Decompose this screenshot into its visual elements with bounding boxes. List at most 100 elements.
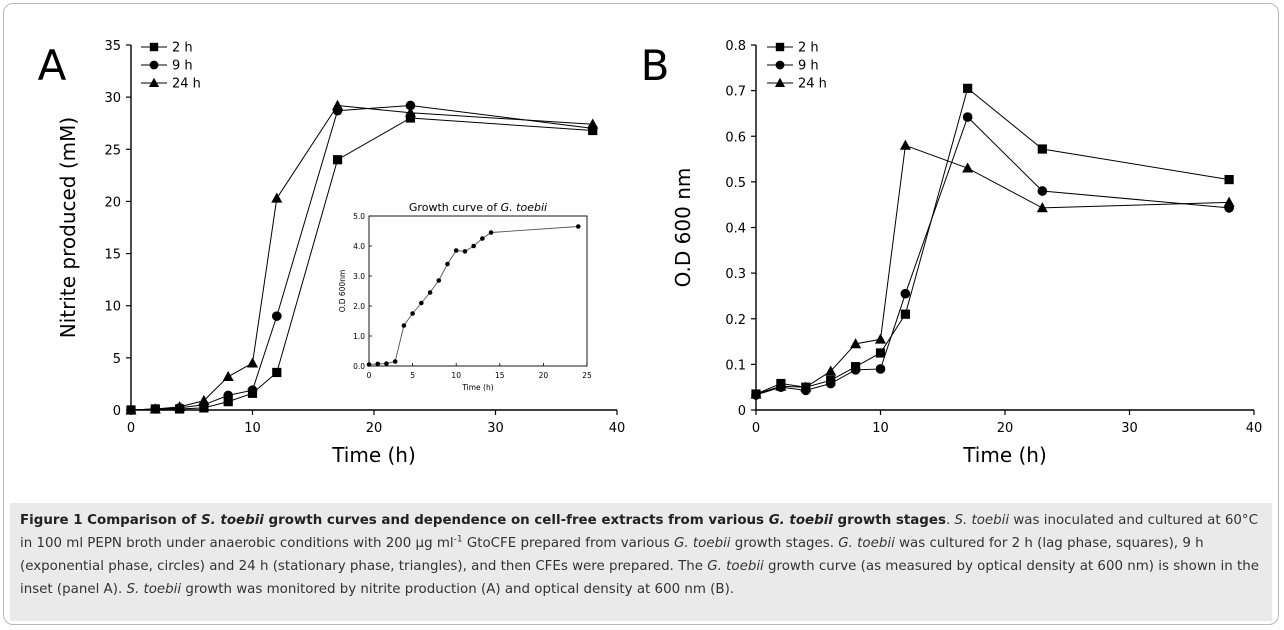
- legend-label: 2 h: [172, 41, 193, 56]
- y-tick-label: 0: [113, 404, 121, 419]
- inset-data-point: [410, 311, 415, 316]
- inset-title: Growth curve of G. toebii: [409, 201, 547, 214]
- legend-label: 24 h: [798, 77, 827, 92]
- inset-data-point: [366, 362, 372, 367]
- figure-charts: A 0 10 20 30 40 0 5 10 15 20 25 30 35 Time (h) Nitrite …: [38, 39, 1263, 467]
- data-point-triangle: [1036, 202, 1048, 213]
- data-point-circle: [405, 100, 416, 111]
- inset-y-tick-label: 3.0: [353, 272, 365, 281]
- y-tick-label: 20: [104, 195, 121, 210]
- legend-marker-square: [775, 42, 785, 52]
- caption-segment: growth stages.: [730, 536, 839, 551]
- data-point-circle: [962, 112, 973, 122]
- legend-marker-triangle: [148, 77, 160, 87]
- data-point-triangle: [222, 370, 234, 381]
- data-point-circle: [900, 288, 911, 299]
- panel-label: B: [641, 41, 670, 90]
- data-point-triangle: [587, 118, 599, 129]
- y-tick-label: 15: [104, 248, 121, 263]
- inset-data-point: [401, 323, 407, 328]
- caption-segment: growth curves and dependence on cell-fre…: [263, 513, 769, 528]
- y-tick-label: 0.1: [725, 358, 746, 373]
- y-tick-label: 10: [104, 300, 121, 315]
- x-tick-label: 10: [872, 421, 889, 436]
- data-point-triangle: [404, 107, 416, 118]
- data-point-square: [963, 83, 973, 93]
- inset-chart: Growth curve of G. toebii 0 5 10 15 20 25 0.0 1.…: [338, 201, 592, 392]
- inset-x-tick-label: 10: [451, 371, 461, 380]
- caption-segment: growth stages: [832, 513, 946, 528]
- y-tick-label: 0.3: [725, 267, 746, 282]
- panel-b: B 0 10 20 30 40 0 0.1 0.2 0.3 0.4 0.5 0.6 0.7 0.8 Time …: [641, 39, 1263, 467]
- inset-x-tick-label: 15: [495, 371, 505, 380]
- data-point-square: [1224, 174, 1234, 185]
- data-point-triangle: [125, 404, 137, 415]
- legend-label: 9 h: [798, 59, 819, 74]
- inset-x-tick-label: 5: [410, 371, 415, 380]
- data-point-triangle: [874, 333, 887, 344]
- data-point-triangle: [825, 365, 837, 376]
- panel-label: A: [38, 41, 67, 90]
- data-point-triangle: [775, 380, 787, 391]
- inset-y-tick-label: 0.0: [353, 362, 365, 371]
- data-point-circle: [247, 385, 258, 396]
- caption-segment: growth was monitored by nitrite producti…: [181, 582, 735, 597]
- data-point-circle: [223, 390, 234, 401]
- inset-y-tick-label: 2.0: [353, 302, 365, 311]
- data-point-triangle: [800, 381, 812, 392]
- x-tick-label: 0: [752, 421, 760, 436]
- caption-segment: S. toebii: [201, 513, 264, 528]
- series-line-9h: [755, 116, 1230, 396]
- y-tick-label: 0.4: [725, 222, 746, 237]
- y-tick-label: 0.2: [725, 313, 746, 328]
- x-tick-label: 10: [244, 421, 261, 436]
- data-point-square: [272, 367, 282, 378]
- data-point-triangle: [198, 394, 210, 405]
- series-line-2h: [130, 117, 593, 411]
- caption-segment: G. toebii: [768, 513, 833, 528]
- series-line-9h: [130, 104, 593, 411]
- inset-data-point: [462, 249, 468, 254]
- data-point-triangle: [332, 99, 344, 110]
- data-point-square: [900, 309, 910, 319]
- inset-data-point: [445, 261, 450, 267]
- legend-label: 2 h: [798, 41, 819, 56]
- data-point-triangle: [962, 162, 974, 173]
- data-point-triangle: [271, 192, 283, 203]
- x-axis-title: Time (h): [331, 443, 416, 467]
- data-point-triangle: [149, 403, 161, 414]
- inset-data-point: [375, 361, 381, 367]
- inset-frame: [368, 215, 588, 367]
- inset-data-point: [392, 359, 398, 364]
- y-tick-label: 0: [738, 404, 746, 419]
- data-point-square: [223, 397, 233, 407]
- caption-segment: -1: [453, 534, 463, 545]
- panel-a: A 0 10 20 30 40 0 5 10 15 20 25 30 35 Time (h) Nitrite …: [38, 39, 626, 467]
- data-point-square: [332, 155, 343, 165]
- y-tick-label: 25: [104, 143, 121, 158]
- caption-segment: G. toebii: [838, 536, 895, 551]
- x-tick-label: 30: [1121, 421, 1138, 436]
- caption-segment: Figure 1 Comparison of: [20, 513, 202, 528]
- inset-y-tick-label: 5.0: [353, 212, 365, 221]
- caption-segment: G. toebii: [707, 559, 764, 574]
- inset-y-tick-label: 1.0: [353, 332, 365, 341]
- legend-marker-square: [149, 42, 159, 52]
- data-point-triangle: [1223, 196, 1235, 207]
- caption-segment: growth curve (as measured by optical den…: [20, 559, 1259, 597]
- x-axis-title: Time (h): [962, 443, 1047, 467]
- data-point-circle: [1037, 186, 1048, 196]
- y-tick-label: 0.7: [725, 85, 746, 100]
- legend-marker-circle: [149, 60, 159, 70]
- inset-data-point: [488, 230, 494, 235]
- x-tick-label: 0: [127, 421, 135, 436]
- y-axis-title: Nitrite produced (mM): [56, 117, 80, 338]
- legend-marker-circle: [775, 60, 785, 70]
- caption-segment: was cultured for 2 h (lag phase, squares…: [20, 536, 1204, 574]
- inset-data-point: [384, 361, 389, 366]
- series-line-24h: [130, 104, 593, 411]
- legend-label: 9 h: [172, 59, 193, 74]
- data-point-triangle: [899, 139, 911, 150]
- inset-data-point: [419, 300, 424, 306]
- y-tick-label: 30: [104, 91, 121, 106]
